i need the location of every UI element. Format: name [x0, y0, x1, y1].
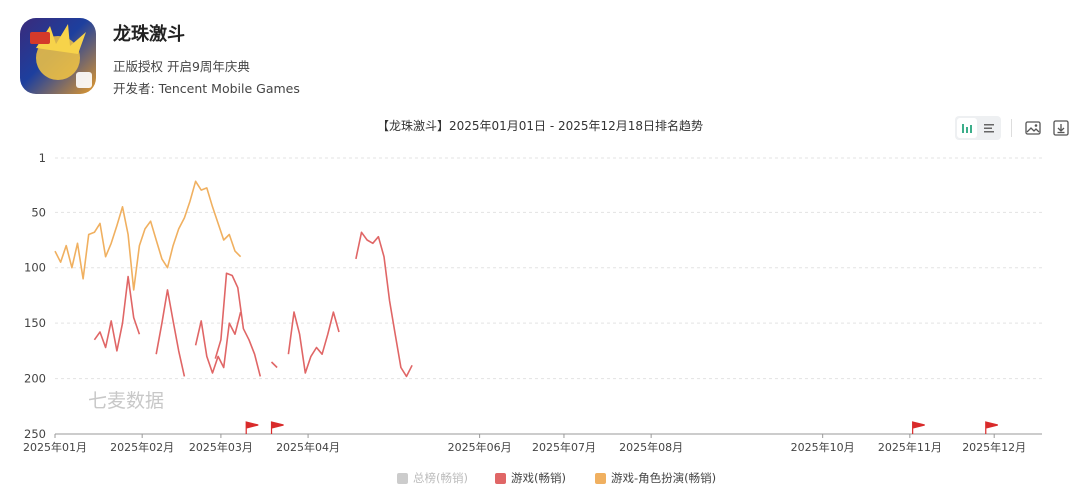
app-icon — [20, 18, 96, 94]
app-subtitle: 正版授权 开启9周年庆典 — [113, 59, 250, 74]
event-flag[interactable] — [245, 421, 259, 434]
event-flags — [245, 421, 998, 434]
x-tick-label: 2025年02月 — [110, 440, 174, 454]
download-icon[interactable] — [1050, 117, 1072, 139]
chart-series — [54, 180, 413, 378]
x-tick-label: 2025年01月 — [23, 440, 87, 454]
x-tick-label: 2025年07月 — [532, 440, 596, 454]
x-tick-label: 2025年03月 — [189, 440, 253, 454]
x-tick-label: 2025年08月 — [619, 440, 683, 454]
x-tick-label: 2025年10月 — [791, 440, 855, 454]
rank-trend-chart: 【龙珠激斗】2025年01月01日 - 2025年12月18日排名趋势 1501… — [23, 118, 1042, 485]
x-tick-label: 2025年12月 — [962, 440, 1026, 454]
image-export-icon[interactable] — [1022, 117, 1044, 139]
app-developer: 开发者: Tencent Mobile Games — [113, 81, 300, 96]
x-tick-label: 2025年04月 — [276, 440, 340, 454]
legend-swatch[interactable] — [595, 473, 606, 484]
legend-label[interactable]: 总榜(畅销) — [413, 471, 468, 485]
legend-swatch[interactable] — [397, 473, 408, 484]
series-line-2 — [54, 180, 242, 291]
y-tick-label: 250 — [24, 427, 46, 441]
y-tick-label: 150 — [24, 316, 46, 330]
chart-grid — [55, 157, 1042, 435]
chart-legend: 总榜(畅销) 游戏(畅销) 游戏-角色扮演(畅销) — [397, 471, 716, 485]
event-flag[interactable] — [912, 421, 925, 434]
series-line-1 — [93, 231, 413, 378]
list-view-icon[interactable] — [979, 118, 999, 138]
x-tick-label: 2025年11月 — [878, 440, 942, 454]
y-tick-label: 1 — [39, 151, 46, 165]
bar-chart-icon[interactable] — [957, 118, 977, 138]
y-tick-label: 100 — [24, 261, 46, 275]
chart-watermark: 七麦数据 — [88, 390, 164, 412]
toolbar-divider — [1011, 119, 1012, 137]
legend-swatch[interactable] — [495, 473, 506, 484]
x-axis: 2025年01月 2025年02月 2025年03月 2025年04月 2025年06月… — [23, 434, 1026, 454]
x-tick-label: 2025年06月 — [448, 440, 512, 454]
chart-type-toggle — [955, 116, 1001, 140]
y-tick-label: 200 — [24, 372, 46, 386]
y-tick-label: 50 — [31, 205, 46, 219]
chart-toolbar — [955, 116, 1072, 140]
legend-label[interactable]: 游戏(畅销) — [511, 471, 566, 485]
chart-title: 【龙珠激斗】2025年01月01日 - 2025年12月18日排名趋势 — [377, 118, 703, 133]
legend-label[interactable]: 游戏-角色扮演(畅销) — [611, 471, 716, 485]
event-flag[interactable] — [270, 421, 284, 434]
event-flag[interactable] — [985, 421, 998, 434]
app-title: 龙珠激斗 — [113, 24, 185, 45]
